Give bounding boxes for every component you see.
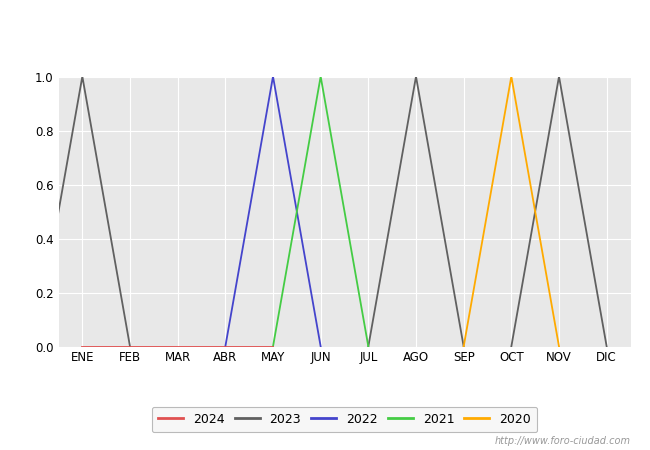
Text: http://www.foro-ciudad.com: http://www.foro-ciudad.com <box>495 436 630 446</box>
Legend: 2024, 2023, 2022, 2021, 2020: 2024, 2023, 2022, 2021, 2020 <box>151 407 538 432</box>
Text: Matriculaciones de Vehiculos en Aldea en Cabo: Matriculaciones de Vehiculos en Aldea en… <box>129 14 521 32</box>
